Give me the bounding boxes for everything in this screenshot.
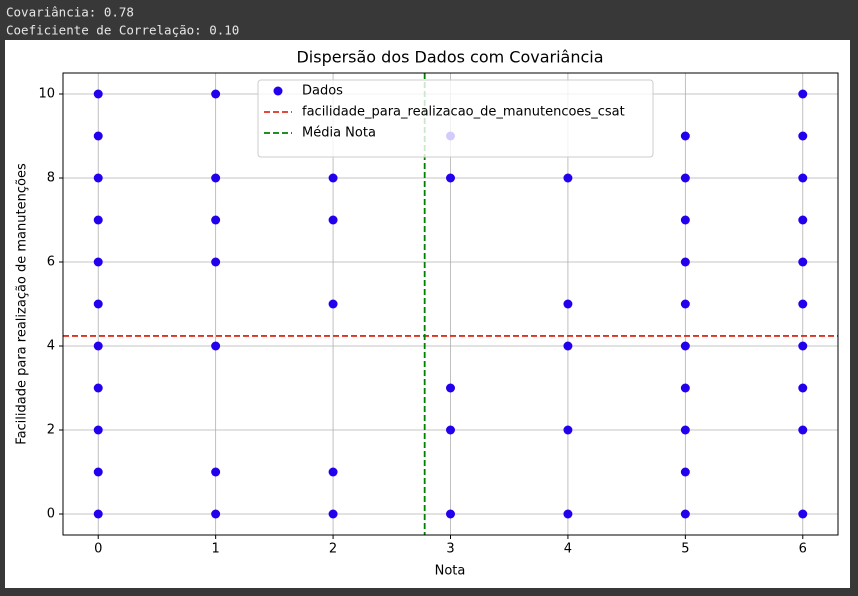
point	[798, 341, 808, 351]
point	[446, 173, 455, 183]
legend-label: facilidade_para_realizacao_de_manutencoe…	[302, 105, 625, 120]
x-tick-label: 0	[94, 542, 102, 557]
point	[680, 341, 690, 351]
point	[680, 467, 690, 477]
point	[328, 467, 338, 477]
point	[93, 341, 103, 351]
point	[563, 509, 573, 519]
point	[93, 509, 103, 519]
point	[798, 425, 808, 435]
legend-label: Dados	[302, 84, 343, 99]
x-tick-label: 3	[446, 542, 454, 557]
point	[798, 131, 808, 141]
point	[93, 467, 103, 477]
point	[328, 509, 338, 519]
point	[328, 215, 338, 225]
y-tick-label: 10	[38, 87, 55, 102]
chart-title: Dispersão dos Dados com Covariância	[296, 48, 603, 67]
y-tick-label: 2	[47, 423, 55, 438]
point	[211, 509, 221, 519]
legend-marker	[273, 86, 283, 96]
point	[680, 257, 690, 267]
point	[211, 341, 221, 351]
point	[446, 383, 455, 393]
point	[211, 215, 221, 225]
y-tick-label: 4	[47, 339, 55, 354]
point	[798, 299, 808, 309]
point	[328, 173, 338, 183]
point	[563, 341, 573, 351]
point	[680, 383, 690, 393]
x-tick-label: 6	[799, 542, 807, 557]
point	[211, 467, 221, 477]
y-tick-label: 0	[47, 507, 55, 522]
legend	[257, 79, 654, 158]
point	[93, 299, 103, 309]
point	[680, 299, 690, 309]
point	[93, 215, 103, 225]
point	[680, 131, 690, 141]
point	[680, 173, 690, 183]
point	[798, 383, 808, 393]
point	[798, 173, 808, 183]
point	[798, 257, 808, 267]
point	[93, 89, 103, 99]
point	[211, 173, 221, 183]
point	[211, 257, 221, 267]
x-tick-label: 2	[329, 542, 337, 557]
x-tick-label: 1	[212, 542, 220, 557]
x-tick-label: 4	[564, 542, 572, 557]
x-tick-label: 5	[681, 542, 689, 557]
y-axis-label: Facilidade para realização de manutençõe…	[15, 163, 30, 445]
point	[93, 425, 103, 435]
point	[563, 173, 573, 183]
point	[798, 215, 808, 225]
point	[446, 425, 455, 435]
point	[563, 425, 573, 435]
point	[211, 89, 221, 99]
point	[798, 509, 808, 519]
console-line: Covariância: 0.78	[6, 5, 134, 20]
point	[93, 173, 103, 183]
x-axis-label: Nota	[435, 564, 466, 579]
point	[563, 299, 573, 309]
point	[93, 131, 103, 141]
point	[680, 509, 690, 519]
y-tick-label: 6	[47, 255, 55, 270]
point	[93, 383, 103, 393]
point	[680, 215, 690, 225]
point	[798, 89, 808, 99]
y-tick-label: 8	[47, 171, 55, 186]
point	[680, 425, 690, 435]
point	[446, 509, 455, 519]
legend-label: Média Nota	[302, 126, 376, 141]
plot-frame	[62, 72, 839, 536]
console-line: Coeficiente de Correlação: 0.10	[6, 23, 239, 38]
point	[328, 299, 338, 309]
point	[93, 257, 103, 267]
